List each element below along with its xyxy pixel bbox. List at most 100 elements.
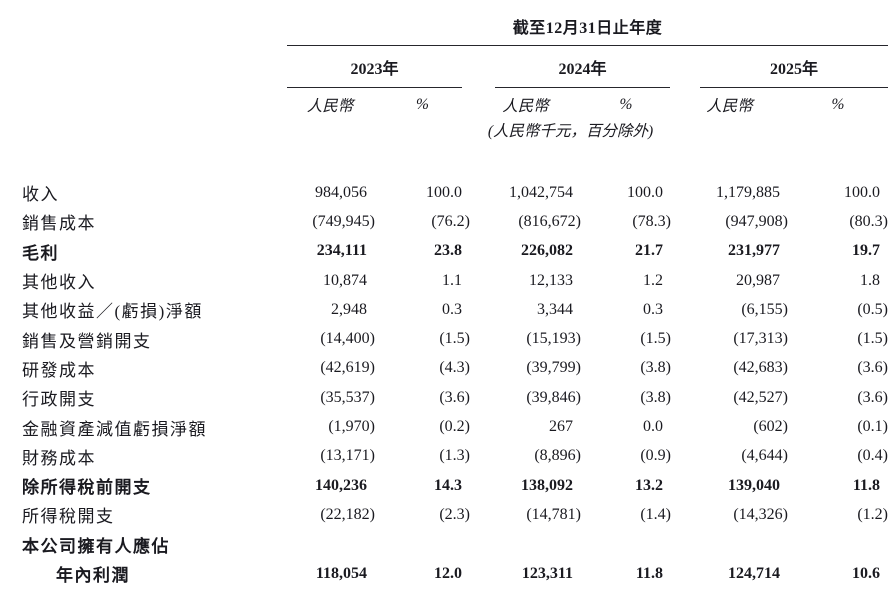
- value-pct-2024: 13.2: [635, 476, 663, 494]
- value-rmb-2023: 984,056: [315, 183, 367, 201]
- value-pct-2024: (78.3): [632, 212, 671, 230]
- value-rmb-2024: 226,082: [521, 242, 573, 260]
- value-pct-2023: 23.8: [434, 242, 462, 260]
- row-label: 行政開支: [22, 390, 96, 410]
- year-header-2023: 2023年: [287, 55, 462, 88]
- row-label: 財務成本: [22, 448, 96, 468]
- value-pct-2025: 10.6: [852, 564, 880, 582]
- row-label-cell: 收入: [22, 180, 285, 205]
- value-rmb-2025: (602): [753, 418, 788, 436]
- value-pct-2025: 100.0: [844, 183, 880, 201]
- percent-header-2025: %: [831, 96, 845, 113]
- value-pct-2023: (4.3): [439, 359, 470, 377]
- value-pct-2025: (0.5): [857, 300, 888, 318]
- table-row: 研發成本 (42,619) (4.3) (39,799) (3.8) (42,6…: [0, 354, 896, 383]
- row-label: 所得稅開支: [22, 507, 115, 527]
- table-row: 所得稅開支 (22,182) (2.3) (14,781) (1.4) (14,…: [0, 500, 896, 529]
- value-pct-2025: (3.6): [857, 359, 888, 377]
- value-pct-2025: (1.5): [857, 330, 888, 348]
- value-rmb-2024: 138,092: [521, 476, 573, 494]
- table-row: 本公司擁有人應佔: [0, 530, 896, 559]
- value-rmb-2024: 267: [549, 418, 573, 436]
- row-label-cell: 毛利: [22, 239, 285, 264]
- row-label: 銷售成本: [22, 214, 96, 234]
- table-rows: 收入 984,056 100.0 1,042,754 100.0 1,179,8…: [0, 178, 896, 588]
- value-rmb-2023: (42,619): [320, 359, 375, 377]
- value-rmb-2023: (749,945): [312, 212, 375, 230]
- value-rmb-2024: 123,311: [521, 564, 573, 582]
- value-pct-2024: 0.3: [643, 300, 663, 318]
- value-pct-2025: (80.3): [849, 212, 888, 230]
- value-rmb-2025: 20,987: [736, 271, 780, 289]
- value-pct-2023: (3.6): [439, 388, 470, 406]
- value-pct-2023: 100.0: [426, 183, 462, 201]
- value-pct-2024: 0.0: [643, 418, 663, 436]
- row-label-cell: 研發成本: [22, 356, 285, 381]
- row-label-cell: 金融資產減值虧損淨額: [22, 415, 285, 440]
- table-row: 年內利潤 118,054 12.0 123,311 11.8 124,714 1…: [0, 559, 896, 588]
- table-row: 其他收入 10,874 1.1 12,133 1.2 20,987 1.8: [0, 266, 896, 295]
- value-rmb-2024: (816,672): [518, 212, 581, 230]
- table-title: 截至12月31日止年度: [287, 0, 888, 46]
- value-pct-2024: (1.5): [640, 330, 671, 348]
- value-pct-2023: 12.0: [434, 564, 462, 582]
- row-label-cell: 除所得稅前開支: [22, 473, 285, 498]
- value-pct-2023: (2.3): [439, 505, 470, 523]
- value-rmb-2025: 139,040: [728, 476, 780, 494]
- value-pct-2025: 19.7: [852, 242, 880, 260]
- row-label: 本公司擁有人應佔: [22, 536, 170, 556]
- table-row: 財務成本 (13,171) (1.3) (8,896) (0.9) (4,644…: [0, 442, 896, 471]
- row-label-cell: 本公司擁有人應佔: [22, 532, 285, 557]
- row-label-cell: 所得稅開支: [22, 502, 285, 527]
- value-rmb-2023: (35,537): [320, 388, 375, 406]
- currency-header-2024: 人民幣: [502, 98, 549, 115]
- value-rmb-2025: (4,644): [741, 447, 788, 465]
- value-rmb-2025: (14,326): [733, 505, 788, 523]
- value-rmb-2024: 12,133: [529, 271, 573, 289]
- year-header-row: 2023年 2024年 2025年: [287, 55, 888, 88]
- row-label: 除所得稅前開支: [22, 478, 152, 498]
- value-rmb-2025: (42,683): [733, 359, 788, 377]
- row-label-cell: 行政開支: [22, 385, 285, 410]
- value-pct-2024: 11.8: [635, 564, 663, 582]
- row-label: 銷售及營銷開支: [22, 331, 152, 351]
- value-rmb-2023: (13,171): [320, 447, 375, 465]
- unit-note: (人民幣千元，百分除外): [487, 123, 654, 140]
- row-label: 其他收益／(虧損)淨額: [22, 302, 203, 322]
- value-rmb-2023: 234,111: [316, 242, 367, 260]
- value-rmb-2023: (1,970): [328, 418, 375, 436]
- value-pct-2024: (0.9): [640, 447, 671, 465]
- currency-header-2023: 人民幣: [306, 98, 354, 115]
- table-row: 除所得稅前開支 140,236 14.3 138,092 13.2 139,04…: [0, 471, 896, 500]
- year-header-spacer: [462, 55, 495, 88]
- value-rmb-2023: (22,182): [320, 505, 375, 523]
- value-rmb-2023: 10,874: [323, 271, 367, 289]
- value-rmb-2024: 3,344: [537, 300, 573, 318]
- row-label: 毛利: [22, 243, 59, 263]
- row-label-cell: 銷售及營銷開支: [22, 327, 285, 352]
- row-label-cell: 銷售成本: [22, 209, 285, 234]
- value-pct-2025: 1.8: [860, 271, 880, 289]
- table-row: 行政開支 (35,537) (3.6) (39,846) (3.8) (42,5…: [0, 383, 896, 412]
- table-row: 金融資產減值虧損淨額 (1,970) (0.2) 267 0.0 (602) (…: [0, 412, 896, 441]
- value-rmb-2025: (947,908): [725, 212, 788, 230]
- row-label: 年內利潤: [56, 566, 130, 585]
- row-label-cell: 其他收入: [22, 268, 285, 293]
- value-pct-2023: (1.3): [439, 447, 470, 465]
- value-pct-2023: 0.3: [442, 300, 462, 318]
- value-rmb-2025: 124,714: [728, 564, 780, 582]
- table-row: 銷售成本 (749,945) (76.2) (816,672) (78.3) (…: [0, 207, 896, 236]
- value-rmb-2023: 118,054: [315, 564, 367, 582]
- value-rmb-2023: 2,948: [331, 300, 367, 318]
- value-pct-2025: (3.6): [857, 388, 888, 406]
- value-rmb-2025: (6,155): [741, 300, 788, 318]
- value-pct-2024: 100.0: [627, 183, 663, 201]
- value-pct-2023: (76.2): [431, 212, 470, 230]
- year-header-spacer: [670, 55, 700, 88]
- table-row: 收入 984,056 100.0 1,042,754 100.0 1,179,8…: [0, 178, 896, 207]
- value-pct-2025: (1.2): [857, 505, 888, 523]
- percent-header-2024: %: [619, 96, 633, 113]
- value-pct-2024: (3.8): [640, 359, 671, 377]
- value-pct-2023: (1.5): [439, 330, 470, 348]
